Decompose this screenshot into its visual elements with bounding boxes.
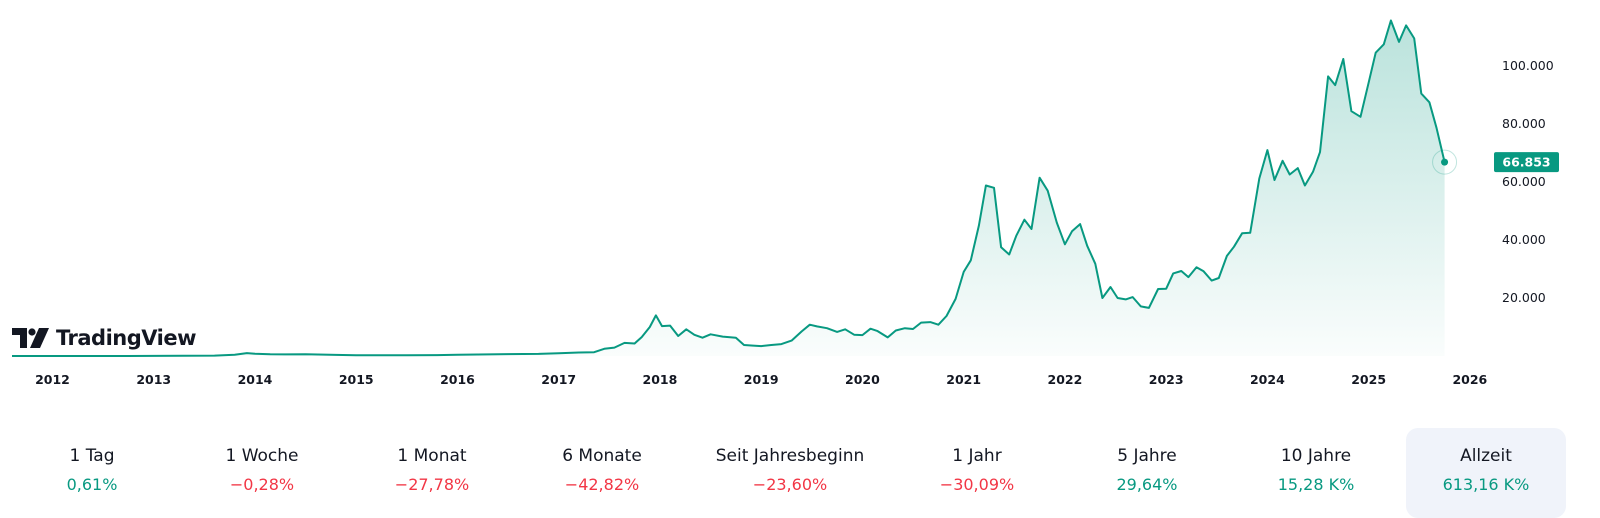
last-price-halo <box>1432 149 1458 175</box>
period-tab[interactable]: 10 Jahre 15,28 K% <box>1231 428 1401 518</box>
tradingview-logo[interactable]: TradingView <box>12 325 196 351</box>
period-change-value: 613,16 K% <box>1442 475 1530 494</box>
x-tick-label: 2020 <box>845 372 880 387</box>
period-label: 1 Monat <box>397 446 467 466</box>
x-tick-label: 2018 <box>643 372 678 387</box>
period-tab[interactable]: 1 Monat −27,78% <box>347 428 517 518</box>
x-tick-label: 2016 <box>440 372 475 387</box>
x-tick-label: 2025 <box>1351 372 1386 387</box>
period-tab[interactable]: 1 Woche −0,28% <box>177 428 347 518</box>
price-chart[interactable]: 20.000 40.000 60.000 80.000 100.000 2012 2013… <box>0 0 1600 400</box>
period-label: 5 Jahre <box>1117 446 1177 466</box>
brand-name: TradingView <box>56 326 196 350</box>
period-change-value: 0,61% <box>66 475 118 494</box>
period-label: 1 Tag <box>69 446 115 466</box>
x-tick-label: 2015 <box>339 372 374 387</box>
y-tick-label: 100.000 <box>1502 58 1554 73</box>
period-tab[interactable]: 1 Tag 0,61% <box>7 428 177 518</box>
period-tab[interactable]: 6 Monate −42,82% <box>517 428 687 518</box>
period-change-value: 15,28 K% <box>1277 475 1355 494</box>
period-label: Allzeit <box>1460 446 1512 466</box>
period-change-value: −23,60% <box>752 475 828 494</box>
last-price-label: 66.853 <box>1502 155 1550 170</box>
period-change-value: −42,82% <box>564 475 640 494</box>
period-label: Seit Jahresbeginn <box>715 446 865 466</box>
period-tab[interactable]: 1 Jahr −30,09% <box>892 428 1062 518</box>
period-label: 6 Monate <box>562 446 642 466</box>
tradingview-logo-icon <box>12 328 49 348</box>
period-label: 1 Woche <box>225 446 299 466</box>
period-tab[interactable]: 5 Jahre 29,64% <box>1062 428 1232 518</box>
period-change-value: −0,28% <box>229 475 295 494</box>
x-tick-label: 2023 <box>1149 372 1184 387</box>
x-tick-label: 2017 <box>541 372 576 387</box>
x-tick-label: 2022 <box>1048 372 1083 387</box>
y-tick-label: 20.000 <box>1502 290 1546 305</box>
period-change-value: −30,09% <box>939 475 1015 494</box>
x-tick-label: 2021 <box>946 372 981 387</box>
last-price-tag <box>1494 152 1559 173</box>
price-line[interactable] <box>12 19 1446 357</box>
last-price-dot <box>1441 158 1449 166</box>
period-change-value: −27,78% <box>394 475 470 494</box>
x-tick-label: 2026 <box>1452 372 1487 387</box>
x-tick-label: 2012 <box>35 372 70 387</box>
period-change-value: 29,64% <box>1116 475 1178 494</box>
x-tick-label: 2024 <box>1250 372 1285 387</box>
x-tick-label: 2014 <box>238 372 273 387</box>
price-chart-svg[interactable]: 20.000 40.000 60.000 80.000 100.000 2012 2013… <box>0 0 1600 400</box>
period-tab[interactable]: Allzeit 613,16 K% <box>1406 428 1566 518</box>
x-tick-label: 2013 <box>136 372 171 387</box>
y-tick-label: 40.000 <box>1502 232 1546 247</box>
period-tab[interactable]: Seit Jahresbeginn −23,60% <box>705 428 875 518</box>
period-label: 10 Jahre <box>1280 446 1352 466</box>
price-area-fill <box>12 20 1445 356</box>
period-label: 1 Jahr <box>952 446 1002 466</box>
x-tick-label: 2019 <box>744 372 779 387</box>
performance-periods: 1 Tag 0,61% 1 Woche −0,28% 1 Monat −27,78% 6 M… <box>0 428 1600 518</box>
y-tick-label: 60.000 <box>1502 174 1546 189</box>
y-tick-label: 80.000 <box>1502 116 1546 131</box>
